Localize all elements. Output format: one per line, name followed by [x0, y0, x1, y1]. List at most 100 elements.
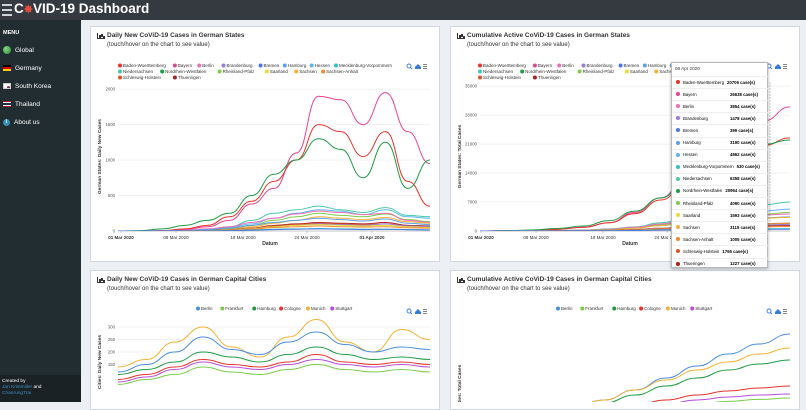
legend-item[interactable]: Berlin [557, 63, 574, 68]
legend-label: Bremen [264, 63, 280, 68]
legend-item[interactable]: Schleswig-Holstein [478, 75, 522, 80]
legend-label: Berlin [562, 63, 574, 68]
legend-item[interactable]: Cologne [639, 306, 661, 311]
legend-item[interactable]: Schleswig-Holstein [118, 75, 162, 80]
y-tick-label: 21000 [465, 142, 478, 147]
legend-item[interactable]: Munich [665, 306, 686, 311]
legend-item[interactable]: Mecklenburg-Vorpommern [334, 63, 393, 68]
legend-item[interactable]: Stuttgart [330, 306, 353, 311]
tooltip-divider [672, 124, 769, 126]
sidebar-item-label: Germany [15, 64, 42, 72]
hamburger-menu-icon[interactable] [2, 4, 12, 16]
legend-marker [624, 69, 629, 74]
legend-item[interactable]: Brandenburg [221, 63, 254, 68]
home-icon[interactable] [415, 64, 421, 69]
tooltip-divider [672, 136, 769, 138]
x-tick-label: 24 Mar 2020 [294, 235, 320, 240]
home-icon[interactable] [775, 64, 781, 69]
legend-item[interactable]: Hamburg [252, 306, 276, 311]
zoom-icon[interactable] [406, 308, 413, 315]
sidebar-item-germany[interactable]: Germany [3, 62, 42, 74]
sidebar-item-thailand[interactable]: Thailand [3, 98, 40, 110]
card-subtitle: (touch/hover on the chart to see value) [107, 286, 210, 292]
legend-marker [172, 63, 177, 68]
legend-item[interactable]: Bremen [618, 63, 640, 68]
zoom-icon[interactable] [406, 63, 413, 70]
legend-marker [478, 69, 482, 74]
legend-item[interactable]: Bayern [532, 63, 553, 68]
legend-item[interactable]: Cologne [279, 306, 301, 311]
legend-label: Brandenburg [587, 63, 614, 68]
legend-item[interactable]: Berlin [556, 306, 573, 311]
series-color-dot [676, 176, 680, 181]
virus-icon: ✸ [23, 4, 33, 16]
legend-marker [690, 306, 695, 311]
legend-item[interactable]: Rheinland-Pfalz [577, 69, 616, 74]
tooltip-divider [672, 172, 769, 174]
tooltip-divider [672, 112, 769, 114]
menu-icon[interactable] [423, 309, 427, 314]
menu-icon[interactable] [783, 309, 787, 314]
legend-item[interactable]: Niedersachsen [478, 69, 514, 74]
legend-item[interactable]: Rheinland-Pfalz [217, 69, 256, 74]
credits-and: and [33, 385, 42, 390]
menu-icon[interactable] [423, 64, 427, 69]
legend-item[interactable]: Brandenburg [581, 63, 614, 68]
legend-item[interactable]: Sachsen-Anhalt [321, 69, 359, 74]
tooltip-divider [672, 221, 769, 223]
legend-item[interactable]: Sachsen [654, 69, 677, 74]
author-link-1[interactable]: Jan Kristmiller [2, 385, 33, 390]
legend-item[interactable]: Nordrhein-Westfalen [520, 69, 567, 74]
legend-item[interactable]: Berlin [196, 306, 213, 311]
legend-item[interactable]: Hamburg [612, 306, 636, 311]
legend-item[interactable]: Thueringen [172, 75, 201, 80]
legend-item[interactable]: Sachsen [294, 69, 317, 74]
legend-item[interactable]: Saarland [624, 69, 649, 74]
legend-item[interactable]: Berlin [197, 63, 214, 68]
tooltip-series-value: 1478 case(s) [730, 115, 756, 121]
card-subtitle: (touch/hover on the chart to see value) [467, 42, 570, 48]
series-color-dot [676, 164, 680, 169]
legend-item[interactable]: Saarland [264, 69, 289, 74]
tooltip-series-name: Bayern [683, 91, 697, 97]
tooltip-row: Hamburg 3190 case(s) [676, 140, 756, 146]
tooltip-series-name: Sachsen [683, 224, 700, 230]
series-line [118, 124, 430, 231]
legend-item[interactable]: Bayern [172, 63, 193, 68]
legend-item[interactable]: Baden-Wuerttemberg [478, 63, 526, 68]
legend-marker [172, 75, 177, 80]
legend-item[interactable]: Nordrhein-Westfalen [160, 69, 207, 74]
legend-item[interactable]: Stuttgart [690, 306, 713, 311]
legend-item[interactable]: Thueringen [532, 75, 561, 80]
tooltip-series-value: 399 case(s) [730, 127, 754, 133]
zoom-icon[interactable] [766, 308, 773, 315]
legend-label: Thueringen [178, 75, 201, 80]
home-icon[interactable] [415, 309, 421, 314]
legend-item[interactable]: Baden-Wuerttemberg [118, 63, 166, 68]
legend-marker [321, 69, 326, 74]
sidebar-item-global[interactable]: Global [3, 44, 34, 56]
legend-item[interactable]: Niedersachsen [118, 69, 154, 74]
sidebar-item-south-korea[interactable]: South Korea [3, 80, 51, 92]
tooltip-series-value: 1227 case(s) [730, 261, 756, 266]
legend-item[interactable]: Hamburg [642, 63, 667, 68]
legend-item[interactable]: Frankfurt [220, 306, 244, 311]
legend-item[interactable]: Bremen [258, 63, 280, 68]
series-color-dot [676, 104, 680, 109]
legend-item[interactable]: Frankfurt [580, 306, 604, 311]
tooltip-divider [672, 209, 769, 211]
legend-label: Thueringen [538, 75, 561, 80]
legend-item[interactable]: Munich [305, 306, 326, 311]
home-icon[interactable] [775, 309, 781, 314]
x-tick-label: 08 Mar 2020 [523, 235, 549, 240]
sidebar-item-about-us[interactable]: i About us [3, 116, 40, 128]
legend-marker [642, 63, 647, 68]
legend-marker [282, 63, 287, 68]
legend-item[interactable]: Hamburg [282, 63, 307, 68]
legend-item[interactable]: Hessen [309, 63, 331, 68]
legend-label: Berlin [202, 63, 214, 68]
menu-icon[interactable] [783, 64, 787, 69]
author-link-2[interactable]: ChanrungTrai [2, 391, 32, 396]
chart-tooltip: 08 Apr 2020 Baden-Wuerttemberg 20706 case… [671, 62, 769, 268]
